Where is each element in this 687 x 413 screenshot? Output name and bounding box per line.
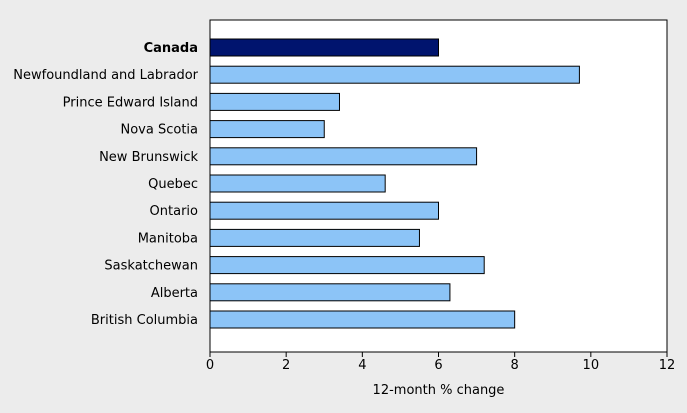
x-tick-label: 10 xyxy=(583,358,600,373)
bar-british-columbia xyxy=(209,310,516,329)
bar-saskatchewan xyxy=(209,256,485,275)
category-label: Ontario xyxy=(150,204,198,219)
x-axis-title: 12-month % change xyxy=(373,383,505,398)
x-axis-ticks-group: 0 2 4 6 8 10 12 xyxy=(206,352,675,373)
x-tick-label: 2 xyxy=(282,358,290,373)
bar-canada xyxy=(209,38,439,57)
bar-prince-edward-island xyxy=(209,92,340,111)
category-label: British Columbia xyxy=(91,313,198,328)
x-tick-label: 8 xyxy=(511,358,519,373)
bar-new-brunswick xyxy=(209,147,478,166)
bar-alberta xyxy=(209,283,451,302)
category-label: Prince Edward Island xyxy=(63,95,198,110)
category-label: Manitoba xyxy=(138,231,198,246)
x-tick-label: 4 xyxy=(358,358,366,373)
category-label: Alberta xyxy=(151,286,198,301)
category-label: New Brunswick xyxy=(99,150,198,165)
bar-newfoundland-and-labrador xyxy=(209,65,580,84)
x-tick-label: 0 xyxy=(206,358,214,373)
x-tick-label: 6 xyxy=(434,358,442,373)
bar-manitoba xyxy=(209,228,420,247)
bar-nova-scotia xyxy=(209,120,325,139)
bars-group xyxy=(209,38,580,329)
category-labels-group: Canada Newfoundland and Labrador Prince Ed… xyxy=(13,41,198,328)
bar-ontario xyxy=(209,201,439,220)
category-label: Saskatchewan xyxy=(104,259,198,274)
category-label: Newfoundland and Labrador xyxy=(13,68,198,83)
category-label: Nova Scotia xyxy=(121,123,199,138)
bar-quebec xyxy=(209,174,386,193)
category-label: Quebec xyxy=(148,177,198,192)
category-label: Canada xyxy=(144,41,198,56)
x-tick-label: 12 xyxy=(659,358,676,373)
